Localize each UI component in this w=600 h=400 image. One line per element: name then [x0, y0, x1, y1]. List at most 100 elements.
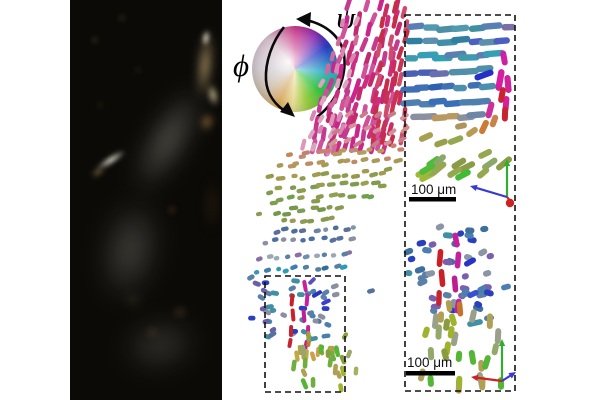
rod-glyph — [442, 258, 453, 266]
rod-glyph — [328, 192, 339, 198]
rod-glyph — [257, 294, 266, 301]
rod-glyph — [396, 89, 404, 106]
rod-glyph — [321, 298, 331, 306]
rod-glyph — [416, 239, 427, 247]
rod-glyph — [321, 265, 329, 271]
rod-group-blue-row-2 — [262, 235, 357, 246]
rod-group-box-red-rods — [287, 293, 296, 348]
rod-glyph — [320, 216, 330, 222]
axis-arrowhead-icon — [503, 159, 511, 166]
rod-glyph — [331, 174, 341, 179]
rod-glyph — [500, 50, 508, 66]
rod-glyph — [431, 114, 449, 122]
rod-group-inset2-red-rods — [436, 249, 446, 306]
rod-glyph — [320, 294, 328, 301]
rod-glyph — [324, 321, 332, 328]
rod-glyph — [280, 226, 289, 232]
rod-glyph — [271, 237, 279, 243]
scale-bar-bottom — [406, 371, 455, 376]
rod-group-inset-khaki-rods — [418, 132, 448, 148]
rod-glyph — [405, 269, 413, 277]
rod-glyph — [466, 111, 487, 119]
axes-triad-icon — [471, 339, 516, 383]
rod-glyph — [379, 88, 387, 105]
micrograph-glow-feature — [90, 35, 100, 45]
rod-glyph — [371, 90, 379, 104]
rod-glyph — [317, 114, 325, 124]
rod-glyph — [353, 140, 363, 148]
rod-glyph — [458, 161, 476, 173]
rod-glyph — [383, 90, 391, 105]
rod-glyph — [350, 173, 361, 179]
rod-glyph — [317, 313, 326, 320]
rod-glyph — [393, 39, 400, 51]
rod-glyph — [342, 79, 349, 89]
rod-glyph — [367, 288, 375, 294]
rod-glyph — [280, 237, 287, 242]
rod-glyph — [417, 278, 428, 287]
rod-group-lone-olive-dot — [256, 211, 262, 217]
rod-glyph — [383, 156, 391, 162]
rod-group-olive-row-7 — [281, 215, 335, 225]
rod-glyph — [391, 0, 399, 14]
rod-group-inset2-orange-rods — [445, 300, 464, 317]
rod-glyph — [461, 273, 469, 280]
rod-glyph — [498, 87, 506, 103]
rod-glyph — [328, 138, 338, 147]
micrograph-glow-feature — [207, 165, 217, 245]
rod-glyph — [390, 59, 397, 74]
rod-glyph — [289, 185, 297, 191]
rod-glyph — [437, 311, 445, 323]
rod-glyph — [337, 158, 345, 164]
micrograph-glow-feature — [117, 14, 127, 22]
rod-glyph — [354, 123, 361, 139]
scale-bar-top — [409, 197, 456, 202]
rod-group-olive-row-3 — [265, 166, 393, 181]
rod-glyph — [369, 171, 379, 178]
rod-glyph — [310, 377, 316, 388]
rod-glyph — [296, 208, 306, 214]
rod-glyph — [322, 148, 331, 154]
rod-glyph — [310, 288, 317, 295]
rod-glyph — [377, 61, 384, 73]
rod-glyph — [383, 166, 393, 172]
rod-glyph — [387, 34, 395, 47]
rod-glyph — [434, 138, 448, 148]
rod-glyph — [447, 166, 462, 178]
rod-glyph — [266, 254, 274, 259]
rod-glyph — [338, 383, 344, 393]
rod-glyph — [343, 137, 352, 144]
rod-glyph — [310, 205, 320, 211]
rod-glyph — [313, 228, 321, 234]
micrograph-glow-feature — [96, 101, 104, 109]
rod-glyph — [377, 0, 385, 12]
rod-glyph — [296, 188, 307, 194]
rod-glyph — [429, 70, 450, 78]
rod-glyph — [386, 122, 394, 136]
rod-glyph — [318, 344, 325, 355]
rod-glyph — [447, 326, 455, 339]
rod-glyph — [291, 278, 300, 284]
rod-glyph — [377, 148, 385, 154]
rod-glyph — [491, 342, 499, 356]
rod-glyph — [335, 370, 342, 379]
rod-glyph — [299, 176, 306, 181]
rod-glyph — [486, 252, 494, 260]
rod-group-inset2-blue-cluster — [403, 223, 494, 315]
rod-group-olive-row-5 — [269, 192, 375, 206]
rod-glyph — [333, 63, 340, 74]
rod-glyph — [414, 266, 426, 274]
rod-glyph — [451, 275, 459, 293]
rod-glyph — [453, 84, 467, 92]
rod-glyph — [402, 28, 410, 44]
rod-glyph — [335, 78, 341, 89]
rod-glyph — [427, 346, 435, 361]
rod-glyph — [474, 69, 494, 81]
rod-glyph — [482, 157, 498, 171]
axis-arrow — [474, 186, 508, 199]
rod-glyph — [326, 182, 336, 187]
rod-glyph — [294, 350, 300, 362]
rod-group-inset-green-lone — [455, 169, 471, 181]
rod-glyph — [348, 147, 359, 153]
rod-glyph — [347, 194, 357, 199]
